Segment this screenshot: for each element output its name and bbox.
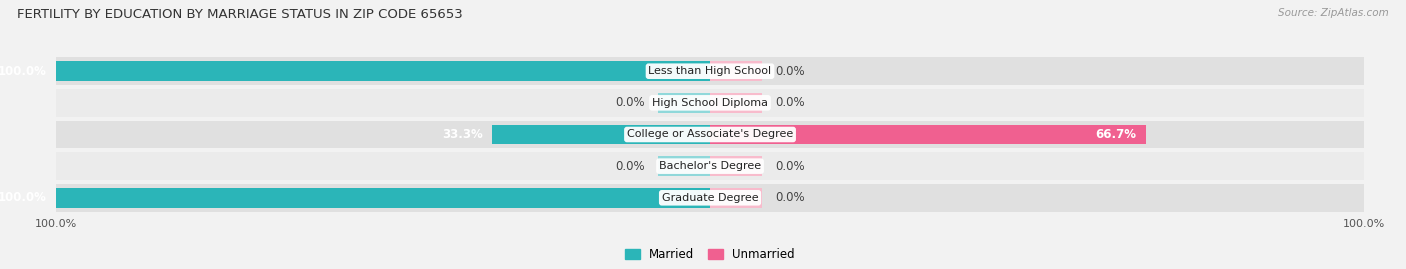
Bar xyxy=(56,61,710,81)
Text: 0.0%: 0.0% xyxy=(776,191,806,204)
Bar xyxy=(56,184,1364,212)
Text: 100.0%: 100.0% xyxy=(0,65,46,78)
Bar xyxy=(56,188,710,208)
Bar xyxy=(492,125,710,144)
Bar xyxy=(56,89,1364,117)
Bar xyxy=(710,156,762,176)
Text: 0.0%: 0.0% xyxy=(776,160,806,173)
Text: Less than High School: Less than High School xyxy=(648,66,772,76)
Text: FERTILITY BY EDUCATION BY MARRIAGE STATUS IN ZIP CODE 65653: FERTILITY BY EDUCATION BY MARRIAGE STATU… xyxy=(17,8,463,21)
Text: 0.0%: 0.0% xyxy=(614,160,644,173)
Text: 33.3%: 33.3% xyxy=(441,128,482,141)
Text: 0.0%: 0.0% xyxy=(776,65,806,78)
Bar xyxy=(710,61,762,81)
Bar xyxy=(658,156,710,176)
Text: 0.0%: 0.0% xyxy=(614,96,644,109)
Bar xyxy=(56,57,1364,85)
Legend: Married, Unmarried: Married, Unmarried xyxy=(626,248,794,261)
Text: 0.0%: 0.0% xyxy=(776,96,806,109)
Bar xyxy=(710,188,762,208)
Bar xyxy=(710,125,1146,144)
Text: High School Diploma: High School Diploma xyxy=(652,98,768,108)
Text: Bachelor's Degree: Bachelor's Degree xyxy=(659,161,761,171)
Text: College or Associate's Degree: College or Associate's Degree xyxy=(627,129,793,140)
Bar xyxy=(56,152,1364,180)
Bar xyxy=(56,121,1364,148)
Text: 66.7%: 66.7% xyxy=(1095,128,1136,141)
Bar xyxy=(710,93,762,113)
Text: Source: ZipAtlas.com: Source: ZipAtlas.com xyxy=(1278,8,1389,18)
Text: 100.0%: 100.0% xyxy=(0,191,46,204)
Bar xyxy=(658,93,710,113)
Text: Graduate Degree: Graduate Degree xyxy=(662,193,758,203)
